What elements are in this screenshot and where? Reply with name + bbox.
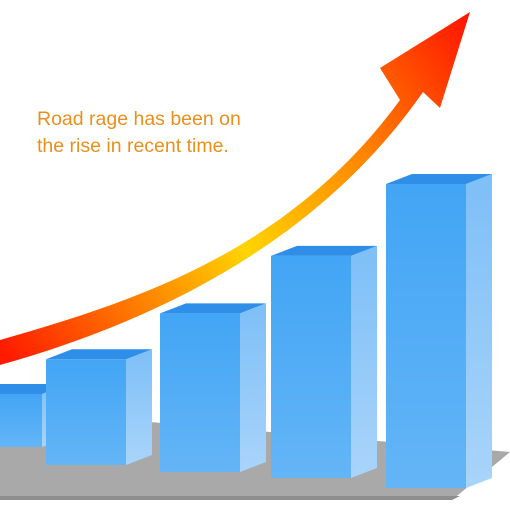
bar-3: [160, 303, 266, 472]
bar-series: [0, 174, 492, 488]
bar-2-front: [46, 359, 126, 465]
bar-4-top: [271, 245, 377, 256]
bar-4-front: [271, 255, 351, 478]
bar-3-top: [160, 303, 266, 314]
bar-4-side: [351, 245, 377, 478]
bar-5-front: [386, 184, 466, 488]
chart-floor-shadow: [0, 496, 460, 500]
bar-5-side: [466, 174, 492, 488]
bar-3-front: [160, 313, 240, 472]
bar-4: [271, 245, 377, 478]
bar-2: [46, 349, 152, 465]
bar-2-side: [126, 349, 152, 465]
bar-5: [386, 174, 492, 488]
chart-caption: Road rage has been on the rise in recent…: [37, 106, 297, 160]
bar-5-top: [386, 174, 492, 184]
bar-3-side: [240, 303, 266, 472]
trend-up-arrow-icon: [0, 12, 470, 365]
bar-1-front: [0, 393, 42, 447]
bar-2-top: [46, 349, 152, 360]
caption-line-1: Road rage has been on: [37, 108, 241, 130]
caption-line-2: the rise in recent time.: [37, 135, 229, 157]
